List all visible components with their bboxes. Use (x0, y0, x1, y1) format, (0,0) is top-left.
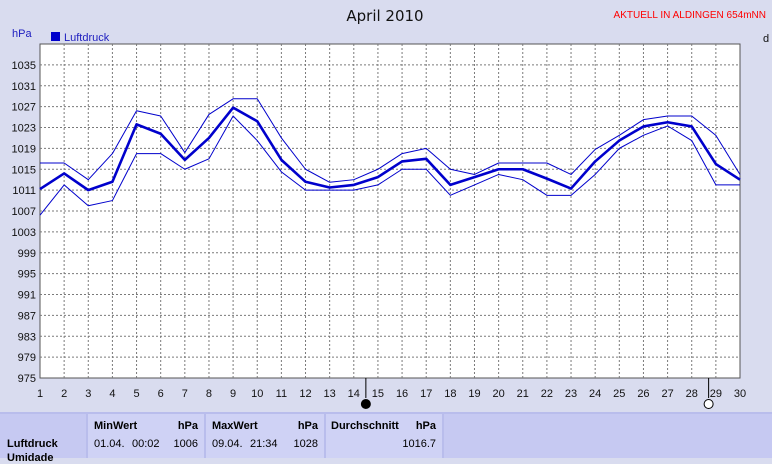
y-tick-label: 1007 (12, 206, 36, 218)
chart-title: April 2010 (346, 7, 423, 25)
average-value: 1016.7 (402, 438, 436, 450)
y-tick-label: 1031 (12, 81, 36, 93)
min-value-cell: MinWert hPa 01.04. 00:02 1006 (88, 414, 204, 458)
y-tick-label: 1035 (12, 60, 36, 72)
max-value-cell: MaxWert hPa 09.04. 21:34 1028 (206, 414, 324, 458)
x-tick-label: 5 (133, 388, 139, 400)
max-date: 09.04. (212, 438, 243, 450)
x-tick-label: 9 (230, 388, 236, 400)
pressure-chart: 9759799839879919959991003100710111015101… (11, 7, 770, 409)
x-tick-label: 28 (686, 388, 698, 400)
y-tick-label: 995 (18, 269, 36, 281)
min-header: MinWert (94, 420, 138, 432)
min-unit: hPa (177, 420, 198, 432)
legend-label: Luftdruck (64, 32, 110, 44)
x-tick-label: 12 (299, 388, 311, 400)
x-tick-label: 16 (396, 388, 408, 400)
x-axis-ticks: 1 2 3 4 5 6 7 8 9 10 11 12 13 14 15 16 17 18 19 20 21 22 23 24 2… (37, 388, 746, 400)
series-line-min (39, 115, 740, 216)
stats-row-label: Luftdruck (7, 438, 58, 450)
x-tick-label: 21 (517, 388, 529, 400)
x-tick-label: 29 (710, 388, 722, 400)
x-tick-label: 7 (182, 388, 188, 400)
legend-swatch (51, 32, 60, 41)
x-tick-label: 27 (661, 388, 673, 400)
min-time: 00:02 (132, 438, 160, 450)
series-lines (39, 98, 741, 216)
new-moon-icon (360, 399, 371, 409)
x-tick-label: 26 (637, 388, 649, 400)
y-tick-label: 983 (18, 331, 36, 343)
average-header: Durchschnitt (331, 420, 399, 432)
min-value: 1006 (173, 438, 198, 450)
x-tick-label: 8 (206, 388, 212, 400)
x-tick-label: 30 (734, 388, 746, 400)
y-tick-label: 1019 (12, 143, 36, 155)
x-tick-label: 19 (468, 388, 480, 400)
stats-empty-cell (444, 414, 772, 458)
x-tick-label: 13 (324, 388, 336, 400)
x-tick-label: 4 (109, 388, 115, 400)
moon-markers (360, 378, 714, 409)
y-tick-label: 1011 (12, 185, 36, 197)
x-tick-label: 6 (158, 388, 164, 400)
x-tick-label: 10 (251, 388, 263, 400)
right-edge-label: d (763, 33, 769, 45)
y-tick-label: 1003 (12, 227, 36, 239)
status-text: AKTUELL IN ALDINGEN 654mNN (614, 10, 766, 21)
x-tick-label: 23 (565, 388, 577, 400)
y-axis-label: hPa (12, 28, 32, 40)
y-tick-label: 1027 (12, 102, 36, 114)
x-tick-label: 11 (276, 388, 287, 400)
x-tick-label: 3 (85, 388, 91, 400)
stats-table: Luftdruck Umidade MinWert hPa 01.04. 00:… (0, 412, 772, 464)
series-line-mean (39, 106, 741, 192)
min-date: 01.04. (94, 438, 125, 450)
y-tick-label: 1015 (12, 164, 36, 176)
y-tick-label: 999 (18, 248, 36, 260)
x-tick-label: 15 (372, 388, 384, 400)
max-value: 1028 (293, 438, 318, 450)
average-unit: hPa (415, 420, 436, 432)
y-tick-label: 979 (18, 352, 36, 364)
y-tick-label: 987 (18, 310, 36, 322)
y-axis-ticks: 975 979 983 987 991 995 999 1003 1007 1011 1015 101… (12, 60, 36, 385)
series-line-max (40, 98, 741, 183)
full-moon-icon (703, 399, 714, 409)
x-tick-label: 1 (37, 388, 43, 400)
max-unit: hPa (297, 420, 318, 432)
x-tick-label: 17 (420, 388, 432, 400)
x-tick-label: 22 (541, 388, 553, 400)
max-header: MaxWert (212, 420, 258, 432)
stats-row-label-2: Umidade (7, 452, 54, 464)
average-value-cell: Durchschnitt hPa 1016.7 (326, 414, 442, 458)
y-tick-label: 975 (18, 373, 36, 385)
x-tick-label: 18 (444, 388, 456, 400)
y-tick-label: 991 (18, 290, 36, 302)
x-tick-label: 25 (613, 388, 625, 400)
max-time: 21:34 (250, 438, 278, 450)
stats-label-cell: Luftdruck Umidade (0, 414, 86, 464)
x-tick-label: 24 (589, 388, 601, 400)
x-tick-label: 14 (348, 388, 360, 400)
x-tick-label: 20 (492, 388, 504, 400)
y-tick-label: 1023 (12, 123, 36, 135)
x-tick-label: 2 (61, 388, 67, 400)
